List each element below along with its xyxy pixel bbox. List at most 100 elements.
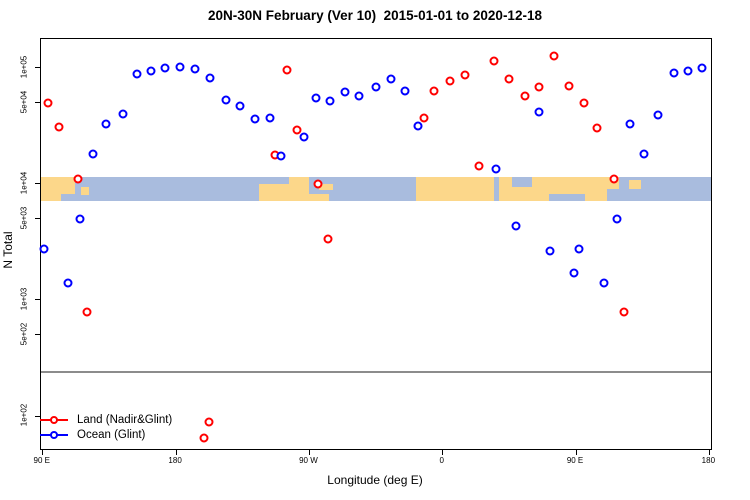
data-point-ocean	[413, 121, 423, 131]
data-point-land	[54, 122, 64, 132]
data-point-ocean	[545, 246, 555, 256]
data-point-ocean	[221, 95, 231, 105]
map-band-land	[629, 180, 642, 189]
y-tick	[35, 415, 41, 417]
data-point-ocean	[146, 66, 156, 76]
data-point-land	[43, 98, 53, 108]
data-point-ocean	[101, 119, 111, 129]
x-tick	[175, 449, 177, 455]
data-point-land	[429, 86, 439, 96]
x-tick-label: 180	[701, 456, 716, 465]
data-point-land	[564, 81, 574, 91]
data-point-ocean	[697, 63, 707, 73]
data-point-ocean	[400, 86, 410, 96]
map-band-ocean-notch	[493, 176, 499, 202]
x-tick-label: 180	[168, 456, 182, 465]
data-point-ocean	[340, 87, 350, 97]
data-point-ocean	[132, 69, 142, 79]
plot-area	[35, 38, 712, 455]
y-tick-label: 1e+03	[19, 287, 29, 311]
data-point-ocean	[653, 110, 663, 120]
legend-item-land: Land (Nadir&Glint)	[40, 412, 172, 427]
data-point-ocean	[371, 82, 381, 92]
data-point-ocean	[574, 244, 584, 254]
data-point-ocean	[569, 268, 579, 278]
y-tick	[35, 218, 41, 220]
data-point-land	[313, 179, 323, 189]
map-band-land	[319, 184, 334, 191]
legend-item-ocean: Ocean (Glint)	[40, 427, 172, 442]
map-band-land	[80, 186, 89, 196]
data-point-land	[445, 76, 455, 86]
data-point-land	[199, 433, 209, 443]
y-tick	[35, 334, 41, 336]
data-point-land	[282, 65, 292, 75]
data-point-ocean	[299, 132, 309, 142]
x-tick	[575, 449, 577, 455]
data-point-ocean	[250, 114, 260, 124]
data-point-ocean	[386, 74, 396, 84]
data-point-ocean	[75, 214, 85, 224]
data-point-ocean	[669, 68, 679, 78]
data-point-land	[419, 113, 429, 123]
legend-symbol-land	[40, 414, 68, 425]
y-tick-label: 1e+05	[19, 55, 29, 79]
data-point-land	[609, 174, 619, 184]
y-tick	[35, 67, 41, 69]
data-point-ocean	[325, 96, 335, 106]
data-point-ocean	[160, 63, 170, 73]
data-point-ocean	[88, 149, 98, 159]
map-band-land	[300, 193, 330, 202]
chart-title: 20N-30N February (Ver 10) 2015-01-01 to …	[208, 8, 542, 23]
reference-line	[41, 370, 711, 373]
data-point-land	[82, 307, 92, 317]
data-point-ocean	[205, 73, 215, 83]
data-point-land	[619, 307, 629, 317]
legend-symbol-ocean	[40, 429, 68, 440]
data-point-ocean	[190, 64, 200, 74]
y-tick-label: 5e+02	[19, 322, 29, 346]
data-point-land	[292, 125, 302, 135]
x-tick-label: 90 E	[566, 456, 584, 465]
data-point-land	[489, 56, 499, 66]
data-point-ocean	[276, 151, 286, 161]
data-point-land	[73, 174, 83, 184]
x-tick	[42, 449, 44, 455]
data-point-ocean	[265, 113, 275, 123]
x-tick	[442, 449, 444, 455]
data-point-ocean	[118, 109, 128, 119]
data-point-ocean	[311, 93, 321, 103]
data-point-ocean	[354, 91, 364, 101]
map-band-ocean-notch	[512, 176, 533, 187]
data-point-ocean	[612, 214, 622, 224]
data-point-ocean	[599, 278, 609, 288]
data-point-ocean	[511, 221, 521, 231]
data-point-land	[520, 91, 530, 101]
data-point-ocean	[625, 119, 635, 129]
x-tick-label: 0	[439, 456, 444, 465]
data-point-ocean	[639, 149, 649, 159]
data-point-land	[323, 234, 333, 244]
data-point-ocean	[235, 101, 245, 111]
data-point-land	[549, 51, 559, 61]
y-axis-label: N Total	[1, 231, 15, 269]
x-tick-label: 90 E	[33, 456, 50, 465]
y-tick-label: 5e+04	[19, 90, 29, 113]
y-tick-label: 5e+03	[19, 206, 29, 230]
map-band-ocean-notch	[60, 194, 76, 202]
x-axis-label: Longitude (deg E)	[327, 473, 423, 487]
map-band-ocean-notch	[607, 188, 619, 202]
map-band-ocean-notch	[549, 194, 585, 202]
y-tick	[35, 299, 41, 301]
data-point-ocean	[175, 62, 185, 72]
legend-label-ocean: Ocean (Glint)	[77, 428, 146, 441]
x-tick-label: 90 W	[299, 456, 318, 465]
data-point-land	[474, 161, 484, 171]
y-tick-label: 1e+02	[19, 403, 29, 427]
x-tick	[708, 449, 710, 455]
y-tick	[35, 183, 41, 185]
data-point-land	[579, 98, 589, 108]
data-point-ocean	[534, 107, 544, 117]
y-tick	[35, 102, 41, 104]
